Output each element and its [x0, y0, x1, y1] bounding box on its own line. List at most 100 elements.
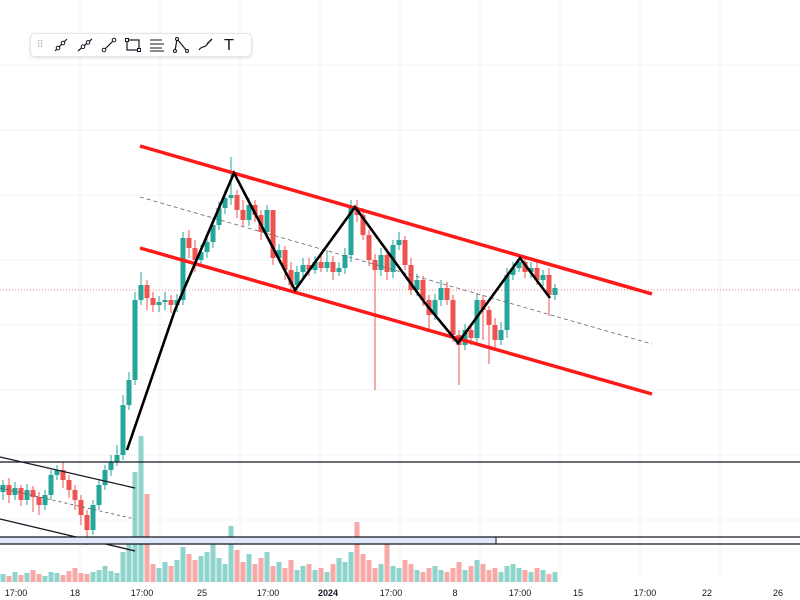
candle-body: [450, 300, 456, 335]
candle: [150, 292, 156, 312]
text-tool-icon[interactable]: T: [224, 36, 234, 54]
candle: [54, 465, 60, 480]
candle: [498, 322, 504, 345]
candle: [462, 324, 468, 350]
candle: [240, 200, 246, 226]
volume-bar: [324, 572, 330, 582]
candle: [42, 490, 48, 510]
chart-grid: [0, 0, 800, 580]
volume-bar: [48, 572, 54, 582]
brush-icon[interactable]: [193, 34, 217, 56]
candle: [366, 230, 372, 266]
channel-mid-line[interactable]: [139, 196, 653, 345]
volume-bar: [504, 566, 510, 582]
volume-bar: [408, 564, 414, 582]
channel-lower-line[interactable]: [139, 246, 653, 396]
small-channel-mid-line[interactable]: [0, 487, 136, 520]
drawing-toolbar: ⠿ T: [30, 33, 252, 57]
candle: [330, 256, 336, 280]
candle-body: [30, 490, 36, 497]
time-axis-label: 2024: [318, 588, 338, 598]
candle-body: [510, 268, 516, 275]
candle: [318, 255, 324, 272]
candle-body: [72, 490, 78, 500]
trend-line-icon[interactable]: [73, 34, 97, 56]
candle: [486, 306, 492, 364]
volume-bar: [138, 436, 144, 582]
candle: [480, 295, 486, 340]
volume-bar: [174, 560, 180, 582]
candle: [108, 455, 114, 476]
volume-bar: [354, 522, 360, 582]
volume-bar: [288, 560, 294, 582]
candle-body: [6, 485, 12, 495]
candle: [126, 372, 132, 410]
candle: [552, 284, 558, 300]
candle-body: [186, 238, 192, 248]
volume-bar: [114, 573, 120, 582]
volume-bar: [462, 570, 468, 582]
candle-body: [462, 330, 468, 345]
volume-bar: [204, 552, 210, 582]
candle-body: [24, 490, 30, 500]
volume-bar: [384, 542, 390, 582]
candle: [408, 258, 414, 295]
candle-body: [384, 255, 390, 272]
candle-body: [294, 272, 300, 285]
volume-bar: [198, 556, 204, 582]
candle-body: [540, 275, 546, 280]
candle: [168, 295, 174, 313]
candle-body: [270, 210, 276, 258]
candle-body: [468, 330, 474, 338]
volume-bar: [336, 558, 342, 582]
candle-body: [288, 270, 294, 285]
ray-tool-icon[interactable]: [49, 34, 73, 56]
time-axis-label: 17:00: [257, 588, 280, 598]
volume-bar: [216, 558, 222, 582]
zigzag-pattern-line[interactable]: [125, 169, 552, 451]
candle-body: [444, 288, 450, 300]
candle-body: [126, 380, 132, 405]
candle: [270, 210, 276, 265]
volume-bar: [402, 560, 408, 582]
candle-body: [264, 210, 270, 232]
drag-handle-icon[interactable]: ⠿: [36, 39, 44, 51]
candle: [78, 495, 84, 525]
volume-bar: [18, 575, 24, 582]
volume-bar: [234, 550, 240, 582]
candle: [402, 236, 408, 270]
volume-bar: [156, 568, 162, 582]
candle-body: [204, 242, 210, 252]
candle-body: [36, 497, 42, 505]
volume-bar: [120, 552, 126, 582]
candle: [288, 262, 294, 290]
candle-body: [534, 268, 540, 280]
volume-bar: [474, 560, 480, 582]
candle-body: [90, 505, 96, 530]
candle-body: [492, 325, 498, 340]
fib-levels-icon[interactable]: [145, 34, 169, 56]
candle-body: [144, 285, 150, 298]
volume-bar: [426, 568, 432, 582]
candle: [132, 292, 138, 385]
candle-body: [546, 275, 552, 295]
small-channel-lower-line[interactable]: [0, 518, 136, 552]
candle-body: [42, 495, 48, 505]
candle-body: [378, 255, 384, 270]
volume-bar: [516, 568, 522, 582]
candle: [342, 248, 348, 274]
volume-bar: [330, 564, 336, 582]
candle-body: [198, 252, 204, 260]
candle: [6, 478, 12, 503]
candle-body: [528, 268, 534, 272]
path-icon[interactable]: [169, 34, 193, 56]
candle-body: [318, 262, 324, 268]
volume-bar: [450, 568, 456, 582]
candle-body: [96, 485, 102, 505]
volume-bar: [522, 570, 528, 582]
line-icon[interactable]: [97, 34, 121, 56]
rectangle-icon[interactable]: [121, 34, 145, 56]
candle-body: [102, 470, 108, 485]
channel-upper-line[interactable]: [139, 144, 653, 296]
